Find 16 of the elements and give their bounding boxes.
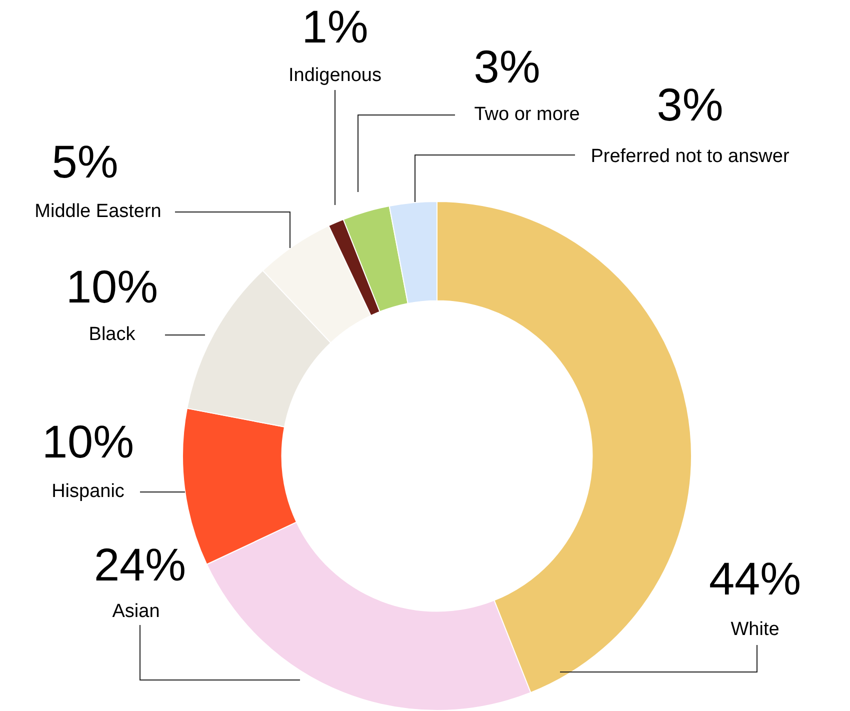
slice-label: Two or more	[474, 104, 580, 126]
data-label: 10%	[42, 416, 134, 468]
slice-label: Black	[88, 324, 136, 346]
data-label: 1%	[302, 0, 368, 53]
slice-label: Preferred not to answer	[590, 146, 790, 168]
data-label: 5%	[52, 136, 118, 188]
data-label: 44%	[708, 552, 802, 605]
slice-label: Middle Eastern	[34, 201, 162, 222]
slice-label: Asian	[112, 601, 160, 622]
slice-label: Hispanic	[52, 481, 124, 502]
data-label: 3%	[656, 78, 724, 131]
data-label: 24%	[94, 538, 186, 591]
data-label: 10%	[66, 260, 158, 313]
data-label: 3%	[474, 40, 540, 93]
slice-label: White	[730, 619, 780, 640]
slice-label: Indigenous	[288, 65, 382, 86]
